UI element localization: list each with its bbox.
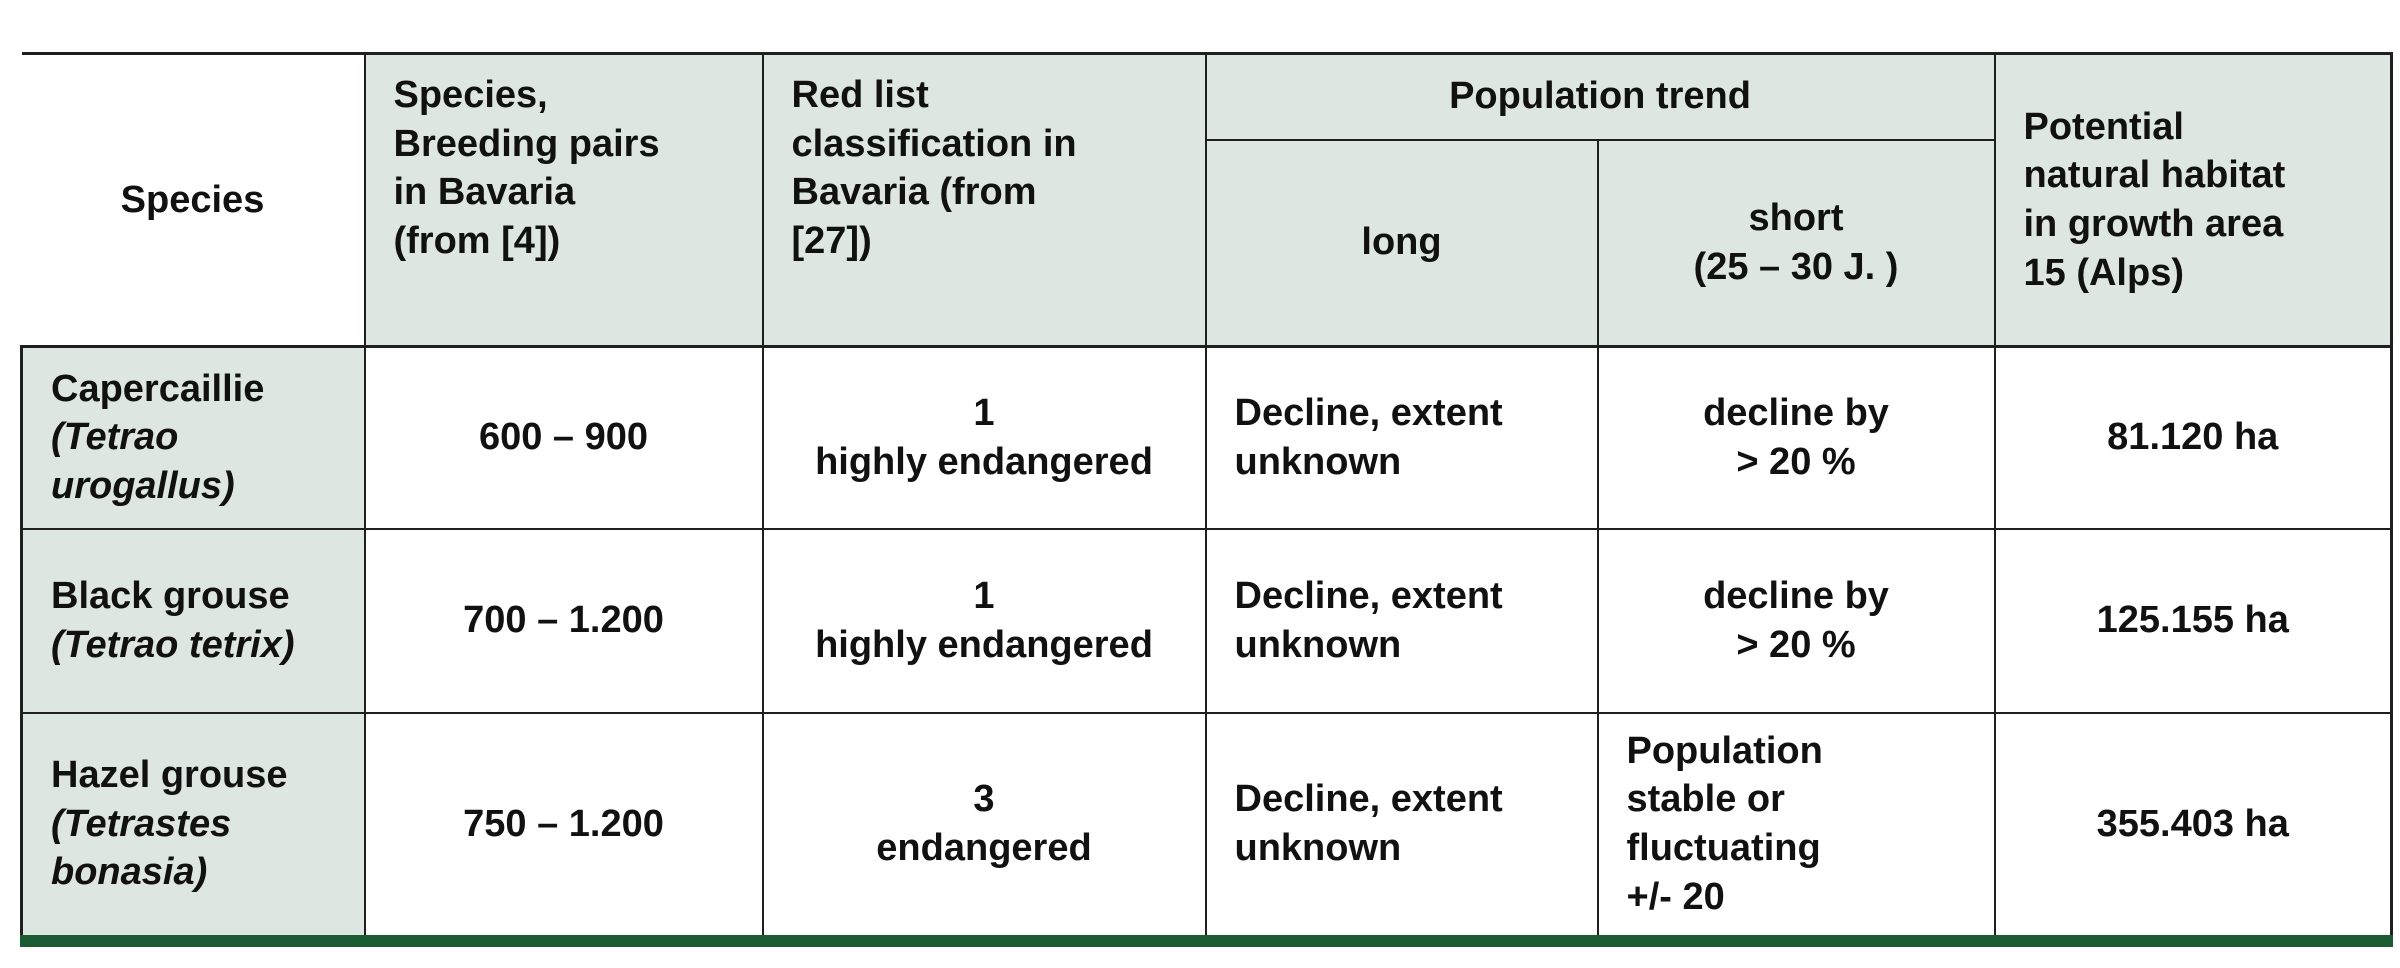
header-breeding-pairs: Species, Breeding pairs in Bavaria (from… <box>363 52 764 348</box>
species-common-name: Capercaillie <box>51 367 265 410</box>
trend-long-value: Decline, extent unknown <box>1234 778 1503 869</box>
header-species-label: Species <box>120 178 265 221</box>
header-row-top: Species Species, Breeding pairs in Bavar… <box>21 52 2393 348</box>
cell-trend-long: Decline, extent unknown <box>1204 345 1599 530</box>
table-row-hazel-grouse: Hazel grouse (Tetrastes bonasia) 750 – 1… <box>20 711 2393 942</box>
header-breeding-pairs-label: Species, Breeding pairs in Bavaria (from… <box>393 74 660 262</box>
breeding-pairs-value: 600 – 900 <box>478 416 649 459</box>
table-row-capercaillie: Capercaillie (Tetrao urogallus) 600 – 90… <box>20 345 2393 530</box>
cell-trend-short: Population stable or fluctuating +/- 20 <box>1596 711 1996 942</box>
cell-trend-short: decline by > 20 % <box>1596 345 1996 530</box>
header-habitat-label: Potential natural habitat in growth area… <box>2023 105 2286 294</box>
cell-trend-long: Decline, extent unknown <box>1204 527 1599 714</box>
red-list-value: 1 highly endangered <box>815 574 1153 666</box>
cell-species: Hazel grouse (Tetrastes bonasia) <box>20 711 366 942</box>
cell-breeding-pairs: 750 – 1.200 <box>363 711 764 942</box>
header-row-sub: long short (25 – 30 J. ) <box>22 138 2392 348</box>
species-table: Species Species, Breeding pairs in Bavar… <box>20 52 2393 947</box>
header-population-trend-label: Population trend <box>1449 75 1751 118</box>
species-latin-name: (Tetrastes bonasia) <box>51 802 232 894</box>
species-common-name: Hazel grouse <box>51 754 288 797</box>
species-common-name: Black grouse <box>51 574 290 617</box>
breeding-pairs-value: 700 – 1.200 <box>463 599 664 642</box>
header-trend-long: long <box>1204 138 1599 348</box>
header-habitat: Potential natural habitat in growth area… <box>1993 52 2393 348</box>
cell-habitat: 125.155 ha <box>1993 527 2393 714</box>
cell-red-list: 3 endangered <box>761 711 1207 942</box>
trend-short-value: decline by > 20 % <box>1703 574 1889 666</box>
cell-breeding-pairs: 700 – 1.200 <box>363 527 764 714</box>
cell-species: Black grouse (Tetrao tetrix) <box>20 527 366 714</box>
header-trend-short: short (25 – 30 J. ) <box>1596 138 1996 348</box>
habitat-value: 81.120 ha <box>2107 416 2279 459</box>
breeding-pairs-value: 750 – 1.200 <box>463 802 664 845</box>
cell-red-list: 1 highly endangered <box>761 345 1207 530</box>
trend-short-value: Population stable or fluctuating +/- 20 <box>1626 729 1823 918</box>
header-red-list: Red list classification in Bavaria (from… <box>761 52 1207 348</box>
red-list-value: 1 highly endangered <box>815 392 1153 483</box>
trend-short-value: decline by > 20 % <box>1703 392 1889 483</box>
header-trend-short-label: short (25 – 30 J. ) <box>1693 197 1899 288</box>
cell-trend-short: decline by > 20 % <box>1596 527 1996 714</box>
trend-long-value: Decline, extent unknown <box>1234 574 1503 666</box>
cell-habitat: 81.120 ha <box>1993 345 2393 530</box>
cell-habitat: 355.403 ha <box>1993 711 2393 942</box>
cell-breeding-pairs: 600 – 900 <box>363 345 764 530</box>
cell-trend-long: Decline, extent unknown <box>1204 711 1599 942</box>
trend-long-value: Decline, extent unknown <box>1234 392 1503 483</box>
red-list-value: 3 endangered <box>876 778 1092 869</box>
header-species: Species <box>21 52 365 347</box>
habitat-value: 125.155 ha <box>2096 599 2289 642</box>
header-red-list-label: Red list classification in Bavaria (from… <box>791 74 1077 262</box>
header-trend-long-label: long <box>1361 221 1442 264</box>
species-latin-name: (Tetrao urogallus) <box>51 416 235 508</box>
habitat-value: 355.403 ha <box>2096 802 2289 845</box>
cell-species: Capercaillie (Tetrao urogallus) <box>20 345 366 530</box>
cell-red-list: 1 highly endangered <box>761 527 1207 714</box>
header-population-trend: Population trend <box>1204 52 1996 141</box>
species-latin-name: (Tetrao tetrix) <box>51 623 295 666</box>
table-row-black-grouse: Black grouse (Tetrao tetrix) 700 – 1.200… <box>20 527 2393 714</box>
